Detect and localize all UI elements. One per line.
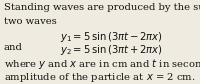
Text: where $y$ and $x$ are in cm and $t$ in second. Find the: where $y$ and $x$ are in cm and $t$ in s… [4, 57, 200, 71]
Text: $y_2 = 5\,\mathrm{sin}\,(3\pi t + 2\pi x)$: $y_2 = 5\,\mathrm{sin}\,(3\pi t + 2\pi x… [60, 43, 163, 57]
Text: Standing waves are produced by the superposition of: Standing waves are produced by the super… [4, 3, 200, 12]
Text: and: and [4, 43, 22, 52]
Text: amplitude of the particle at $x$ = 2 cm.: amplitude of the particle at $x$ = 2 cm. [4, 71, 195, 84]
Text: $y_1 = 5\,\mathrm{sin}\,(3\pi t - 2\pi x)$: $y_1 = 5\,\mathrm{sin}\,(3\pi t - 2\pi x… [60, 30, 163, 44]
Text: two waves: two waves [4, 17, 56, 26]
